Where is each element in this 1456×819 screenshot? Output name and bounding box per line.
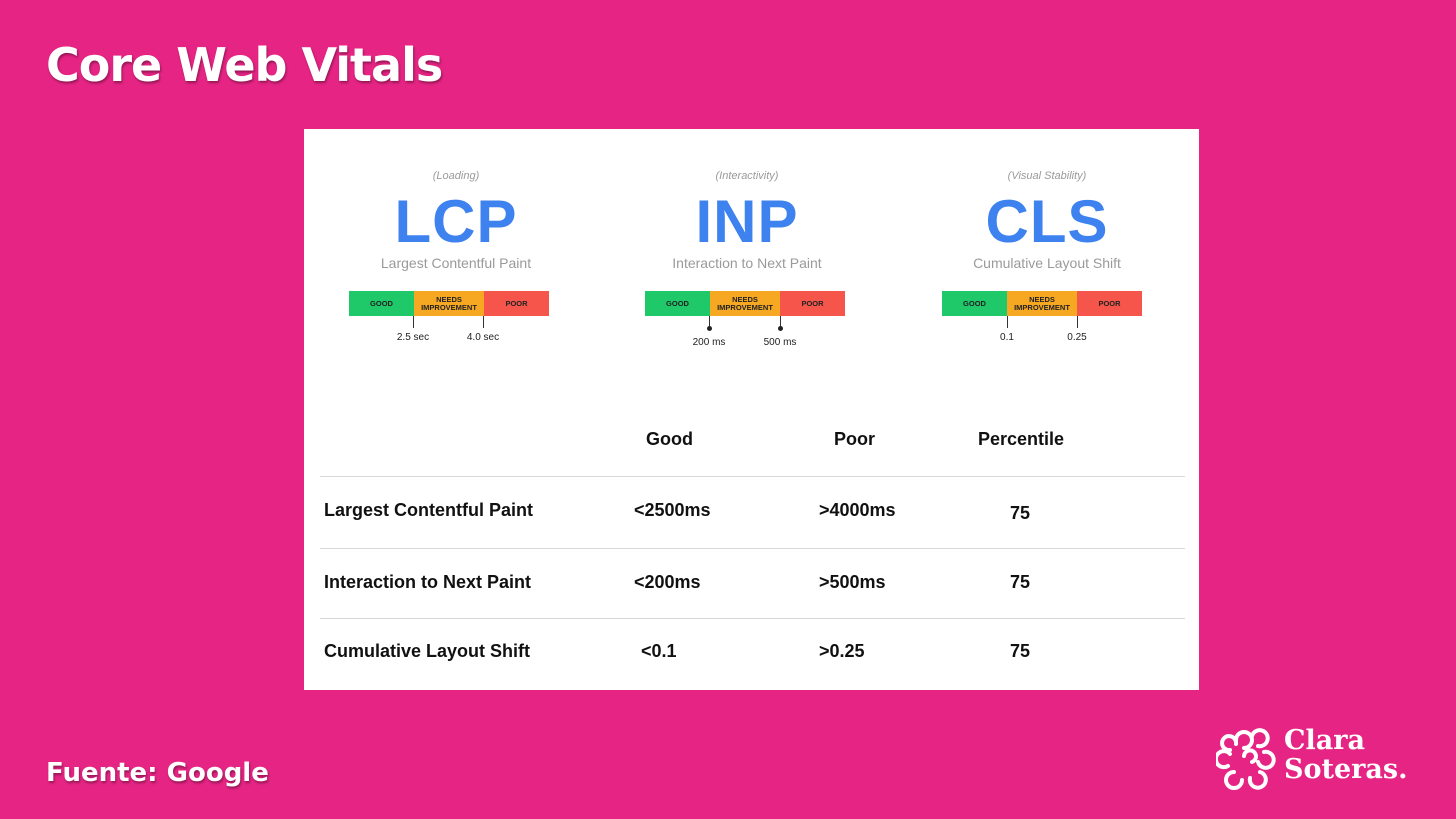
table-divider [320,618,1185,619]
segment-poor: POOR [1077,291,1142,316]
threshold-label: 4.0 sec [466,332,500,343]
row-metric-name: Cumulative Layout Shift [324,641,531,661]
segment-good: GOOD [645,291,710,316]
slide-title: Core Web Vitals [46,38,443,92]
segment-needs-improvement: NEEDS IMPROVEMENT [1007,291,1077,316]
row-poor-value: >500ms [819,572,886,592]
metric-abbreviation: CLS [985,188,1109,255]
row-percentile-value: 75 [1010,572,1031,592]
threshold-bar-lcp: GOOD NEEDS IMPROVEMENT POOR [349,291,549,316]
threshold-dot [778,326,783,331]
row-metric-name: Interaction to Next Paint [324,572,532,592]
logo-line-1: Clara [1284,725,1365,756]
row-good-value: <0.1 [641,641,677,661]
threshold-bar-inp: GOOD NEEDS IMPROVEMENT POOR [645,291,845,316]
threshold-dot [707,326,712,331]
threshold-tick [483,316,484,328]
table-header-poor: Poor [834,429,876,449]
segment-poor: POOR [780,291,845,316]
row-percentile-value: 75 [1010,641,1031,661]
row-percentile-value: 75 [1010,503,1031,523]
row-poor-value: >4000ms [819,500,896,520]
table-divider [320,548,1185,549]
threshold-tick [1077,316,1078,328]
threshold-label: 0.1 [1000,332,1014,343]
threshold-tick [780,316,781,328]
threshold-label: 200 ms [692,337,726,348]
metric-category: (Interactivity) [715,170,779,182]
segment-needs-improvement: NEEDS IMPROVEMENT [710,291,780,316]
core-web-vitals-card: (Loading) LCP Largest Contentful Paint G… [304,129,1199,690]
logo-wordmark: Clara Soteras. [1284,726,1407,784]
row-poor-value: >0.25 [819,641,865,661]
row-good-value: <2500ms [634,500,711,520]
clara-soteras-logo: Clara Soteras. [1216,724,1426,794]
logo-swirl-icon [1216,728,1276,790]
metric-category: (Visual Stability) [1007,170,1087,182]
threshold-label: 500 ms [763,337,797,348]
table-divider [320,476,1185,477]
segment-needs-improvement: NEEDS IMPROVEMENT [414,291,484,316]
metric-category: (Loading) [432,170,480,182]
metric-abbreviation: LCP [394,188,518,255]
threshold-label: 2.5 sec [396,332,430,343]
table-header-good: Good [646,429,693,449]
metric-full-name: Cumulative Layout Shift [973,255,1121,271]
threshold-tick [1007,316,1008,328]
row-good-value: <200ms [634,572,701,592]
metric-full-name: Largest Contentful Paint [380,255,532,271]
threshold-bar-cls: GOOD NEEDS IMPROVEMENT POOR [942,291,1142,316]
threshold-tick [413,316,414,328]
threshold-tick [709,316,710,328]
segment-good: GOOD [349,291,414,316]
segment-poor: POOR [484,291,549,316]
source-footer: Fuente: Google [46,758,269,788]
table-header-percentile: Percentile [978,429,1065,449]
segment-good: GOOD [942,291,1007,316]
metric-abbreviation: INP [695,188,799,255]
threshold-label: 0.25 [1067,332,1087,343]
logo-line-2: Soteras. [1284,754,1408,785]
metric-full-name: Interaction to Next Paint [672,255,822,271]
row-metric-name: Largest Contentful Paint [324,500,534,520]
